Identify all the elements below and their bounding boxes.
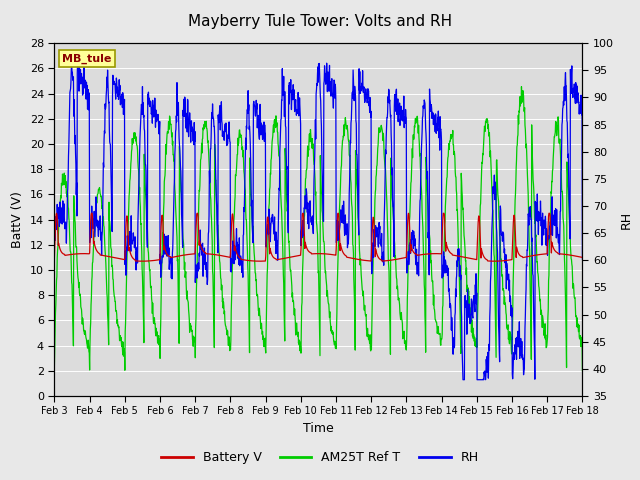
X-axis label: Time: Time xyxy=(303,422,334,435)
Text: Mayberry Tule Tower: Volts and RH: Mayberry Tule Tower: Volts and RH xyxy=(188,14,452,29)
Legend: Battery V, AM25T Ref T, RH: Battery V, AM25T Ref T, RH xyxy=(156,446,484,469)
Text: MB_tule: MB_tule xyxy=(62,54,112,64)
Y-axis label: RH: RH xyxy=(620,211,632,228)
Y-axis label: BattV (V): BattV (V) xyxy=(11,191,24,248)
